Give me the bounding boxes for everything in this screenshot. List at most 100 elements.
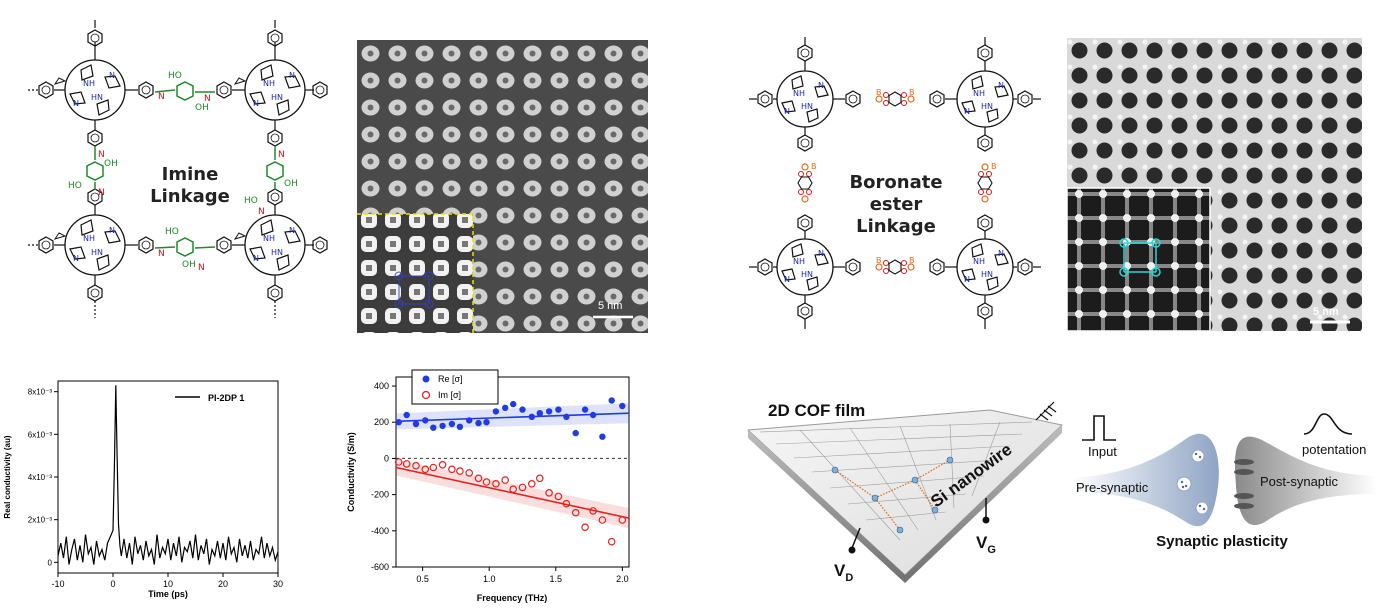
svg-text:OH: OH: [104, 159, 118, 169]
svg-text:N: N: [98, 188, 105, 198]
chart-f-re-point: [439, 422, 446, 430]
drain-terminal: [848, 546, 856, 554]
chart-f-im-point: [618, 516, 627, 524]
chart-f-im-point: [536, 474, 544, 483]
chart-f-legend-im-marker: [421, 390, 431, 400]
chart-f-ytick-label: 400: [374, 381, 389, 391]
boronate-linkage-label: Boronate ester Linkage: [849, 172, 943, 237]
chart-f-plot-frame: [395, 376, 630, 568]
ground-symbol: [1035, 401, 1057, 421]
cof-linkers: [834, 459, 951, 531]
chart-f-re-point: [589, 411, 597, 419]
input-pulse-icon: [1082, 415, 1116, 441]
pre-synaptic-terminal: [1072, 433, 1219, 527]
chart-f-re-point: [403, 411, 410, 419]
svg-text:N: N: [158, 92, 165, 102]
cof-nodes: [831, 456, 954, 534]
chart-f-im-point: [429, 463, 438, 472]
post-synaptic-label: Post-synaptic: [1260, 474, 1339, 489]
chart-e-xtick-label: 10: [163, 579, 173, 589]
chart-f-re-point: [563, 413, 570, 420]
chart-f-re-point: [456, 423, 464, 430]
post-synaptic-terminal: [1235, 436, 1377, 526]
chart-f-ytick-label: -400: [371, 526, 389, 536]
svg-text:N: N: [258, 207, 265, 217]
svg-text:OH: OH: [195, 103, 209, 113]
chart-f-re-point: [536, 410, 543, 417]
boronate-atom-b-label: B: [876, 88, 882, 97]
chart-f-im-point: [421, 465, 430, 474]
svg-text:B: B: [909, 256, 915, 265]
chart-f-xtick-label: 2.0: [616, 574, 629, 584]
svg-text:HO: HO: [244, 196, 258, 206]
svg-text:N: N: [198, 263, 205, 273]
potentiation-label: potentation: [1302, 442, 1366, 457]
svg-text:N: N: [98, 150, 105, 160]
chart-f-im-point: [482, 478, 491, 486]
receptors: [1234, 459, 1254, 509]
chart-f-re-point: [599, 433, 606, 440]
chart-f-im-point: [492, 480, 500, 488]
chart-e-xtick-label: 30: [273, 579, 283, 589]
chart-f-re-point: [430, 424, 437, 431]
chart-f-ytick-label: 0: [384, 453, 389, 463]
chart-e-plot-frame: [57, 380, 279, 574]
chart-f-im-point: [474, 474, 483, 483]
chart-f-re-point: [519, 406, 526, 413]
chart-f-im-point: [562, 499, 571, 508]
boronate-tem-image: 5 nm: [1067, 38, 1362, 331]
chart-f-re-point: [608, 397, 615, 404]
chart-f-ytick-label: 200: [374, 417, 389, 427]
chart-f-im-point: [456, 467, 464, 475]
svg-text:N: N: [158, 249, 165, 259]
cof-nanowire-device-illustration: 2D COF film Si nanowire VD VG: [746, 401, 1064, 584]
chart-f-xtick-label: 1.5: [550, 574, 563, 584]
chart-f-im-point: [501, 476, 510, 484]
chart-f-im-point: [509, 485, 518, 494]
chart-f-im-point: [394, 458, 403, 466]
svg-text:HO: HO: [165, 227, 179, 237]
chart-f-re-point: [572, 429, 579, 437]
substrate-top-face: [746, 409, 1064, 576]
vesicle-contents: [1180, 452, 1206, 511]
svg-text:N: N: [204, 94, 211, 104]
synaptic-plasticity-label: Synaptic plasticity: [1156, 533, 1288, 550]
chart-f-im-point: [518, 483, 527, 492]
conductivity-time-chart: 0 2x10⁻³ 4x10⁻³ 6x10⁻³ 8x10⁻³ -10 0 10 20 30 PI-…: [3, 380, 283, 599]
svg-text:OH: OH: [284, 179, 298, 189]
svg-text:B: B: [991, 162, 997, 171]
chart-f-re-point: [412, 420, 420, 428]
chart-f-im-point: [571, 508, 580, 517]
chart-f-legend-re-marker: [422, 375, 430, 383]
chart-f-re-point: [510, 400, 517, 408]
boronate-cof-structure: NH HN N N: [749, 37, 1041, 329]
chart-e-series-line: [57, 385, 279, 565]
chart-f-ytick-label: -200: [371, 490, 389, 500]
chart-e-xlabel: Time (ps): [148, 589, 188, 599]
svg-text:OH: OH: [182, 260, 196, 270]
chart-f-im-point: [465, 469, 474, 477]
svg-text:B: B: [811, 162, 817, 171]
chart-e-ytick-label: 2x10⁻³: [28, 516, 53, 525]
chart-f-im-point: [402, 460, 411, 468]
gate-terminal: [982, 516, 990, 524]
chart-f-im-point: [438, 461, 447, 469]
chart-f-re-point: [528, 413, 535, 420]
chart-e-ytick-label: 4x10⁻³: [28, 473, 53, 482]
chart-f-legend-im-label: Im [σ]: [438, 390, 461, 400]
chart-e-ytick-label: 6x10⁻³: [28, 430, 53, 439]
svg-text:B: B: [876, 256, 882, 265]
chart-f-re-point: [492, 408, 500, 415]
chart-f-im-point: [448, 465, 456, 474]
cof-film-label: 2D COF film: [768, 401, 865, 420]
chart-f-xtick-label: 0.5: [416, 574, 429, 584]
cof-film-grid: [759, 421, 1033, 541]
svg-text:HO: HO: [68, 181, 82, 191]
synapse-diagram: Input potentation Pre-synaptic Post-syna…: [1072, 413, 1377, 550]
chart-e-legend-label: PI-2DP 1: [208, 393, 244, 403]
svg-text:B: B: [909, 88, 915, 97]
chart-f-im-point: [607, 537, 616, 546]
chart-e-ylabel: Real conductivity (au): [3, 435, 12, 518]
chart-e-xtick-label: -10: [51, 579, 64, 589]
